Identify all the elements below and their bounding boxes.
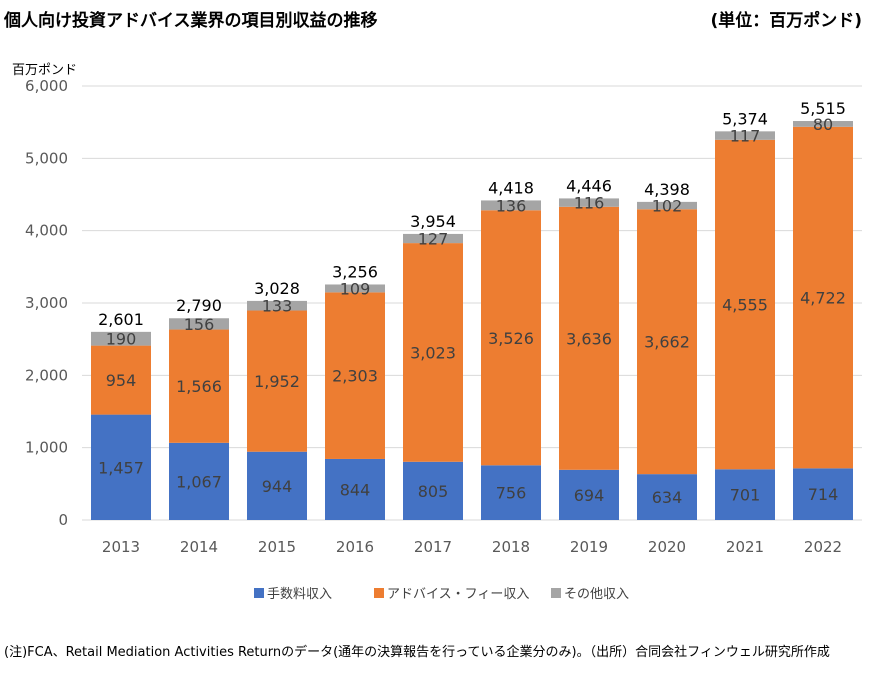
data-label: 3,526 (488, 329, 534, 348)
data-label: 4,722 (800, 289, 846, 308)
total-label: 4,446 (566, 176, 612, 195)
bar-segment (247, 300, 307, 311)
data-label: 634 (652, 488, 683, 507)
y-axis-label: 百万ポンド (12, 63, 77, 78)
legend-swatch (551, 588, 561, 598)
bar-segment (637, 474, 697, 520)
total-label: 3,256 (332, 262, 378, 281)
bar-segment (403, 233, 463, 244)
bar-segment (637, 201, 697, 210)
total-label: 4,398 (644, 180, 690, 199)
legend-label: その他収入 (564, 587, 629, 602)
bar-segment (481, 210, 541, 466)
data-label: 1,566 (176, 377, 222, 396)
x-tick-label: 2015 (258, 538, 296, 556)
data-label: 1,952 (254, 372, 300, 391)
bar-segment (637, 209, 697, 475)
chart-title: 個人向け投資アドバイス業界の項目別収益の推移 (4, 11, 378, 31)
bar-segment (325, 292, 385, 459)
data-label: 1,457 (98, 458, 144, 477)
data-label: 156 (184, 315, 215, 334)
data-label: 944 (262, 477, 293, 496)
data-label: 805 (418, 482, 449, 501)
data-label: 694 (574, 486, 605, 505)
bar-segment (403, 243, 463, 462)
bar-segment (247, 451, 307, 520)
legend-label: 手数料収入 (267, 587, 332, 602)
bar-segment (481, 200, 541, 211)
bar-segment (793, 121, 853, 127)
data-label: 4,555 (722, 296, 768, 315)
bar-segment (91, 345, 151, 415)
x-tick-label: 2018 (492, 538, 530, 556)
data-label: 2,303 (332, 367, 378, 386)
data-label: 133 (262, 297, 293, 316)
bar-segment (793, 126, 853, 469)
bar-segment (559, 206, 619, 470)
y-tick-label: 5,000 (25, 149, 68, 167)
data-label: 190 (106, 330, 137, 349)
x-tick-label: 2017 (414, 538, 452, 556)
bar-segment (169, 442, 229, 520)
bar-segment (247, 310, 307, 452)
legend-swatch (254, 588, 264, 598)
bar-segment (325, 458, 385, 520)
total-label: 2,790 (176, 296, 222, 315)
bar-segment (559, 198, 619, 207)
bar-segment (169, 329, 229, 443)
y-tick-label: 3,000 (25, 294, 68, 312)
total-label: 2,601 (98, 310, 144, 329)
footnote: (注)FCA、Retail Mediation Activities Retur… (4, 645, 830, 660)
unit-label: (単位：百万ポンド) (710, 11, 862, 31)
total-label: 3,954 (410, 212, 456, 231)
bar-segment (715, 131, 775, 140)
data-label: 756 (496, 484, 527, 503)
y-tick-label: 2,000 (25, 366, 68, 384)
total-label: 3,028 (254, 279, 300, 298)
data-label: 3,636 (566, 329, 612, 348)
legend-swatch (374, 588, 384, 598)
bar-segment (403, 461, 463, 520)
y-tick-label: 0 (58, 511, 68, 529)
x-tick-label: 2013 (102, 538, 140, 556)
data-label: 116 (574, 194, 605, 213)
data-label: 3,023 (410, 343, 456, 362)
x-tick-label: 2019 (570, 538, 608, 556)
data-label: 701 (730, 486, 761, 505)
y-tick-label: 1,000 (25, 439, 68, 457)
total-label: 5,374 (722, 109, 768, 128)
data-label: 136 (496, 196, 527, 215)
bar-segment (559, 469, 619, 520)
x-tick-label: 2014 (180, 538, 218, 556)
bar-segment (793, 468, 853, 520)
data-label: 714 (808, 485, 839, 504)
legend-label: アドバイス・フィー収入 (387, 587, 529, 602)
y-tick-label: 4,000 (25, 222, 68, 240)
total-label: 4,418 (488, 178, 534, 197)
x-tick-label: 2016 (336, 538, 374, 556)
x-tick-label: 2020 (648, 538, 686, 556)
bar-segment (715, 139, 775, 470)
data-label: 844 (340, 480, 371, 499)
bar-segment (169, 318, 229, 330)
data-label: 117 (730, 127, 761, 146)
data-label: 109 (340, 279, 371, 298)
bar-segment (715, 469, 775, 520)
x-tick-label: 2022 (804, 538, 842, 556)
y-tick-label: 6,000 (25, 77, 68, 95)
bar-segment (325, 284, 385, 293)
bar-segment (91, 414, 151, 520)
total-label: 5,515 (800, 99, 846, 118)
data-label: 102 (652, 197, 683, 216)
bar-segment (91, 331, 151, 346)
data-label: 80 (813, 115, 833, 134)
bar-segment (481, 465, 541, 520)
data-label: 1,067 (176, 472, 222, 491)
data-label: 954 (106, 371, 137, 390)
stacked-bar-chart: 百万ポンド 0 1,000 2,000 3,000 4,000 5,000 6,000 1,45… (12, 63, 862, 602)
data-label: 127 (418, 230, 449, 249)
x-tick-label: 2021 (726, 538, 764, 556)
data-label: 3,662 (644, 333, 690, 352)
